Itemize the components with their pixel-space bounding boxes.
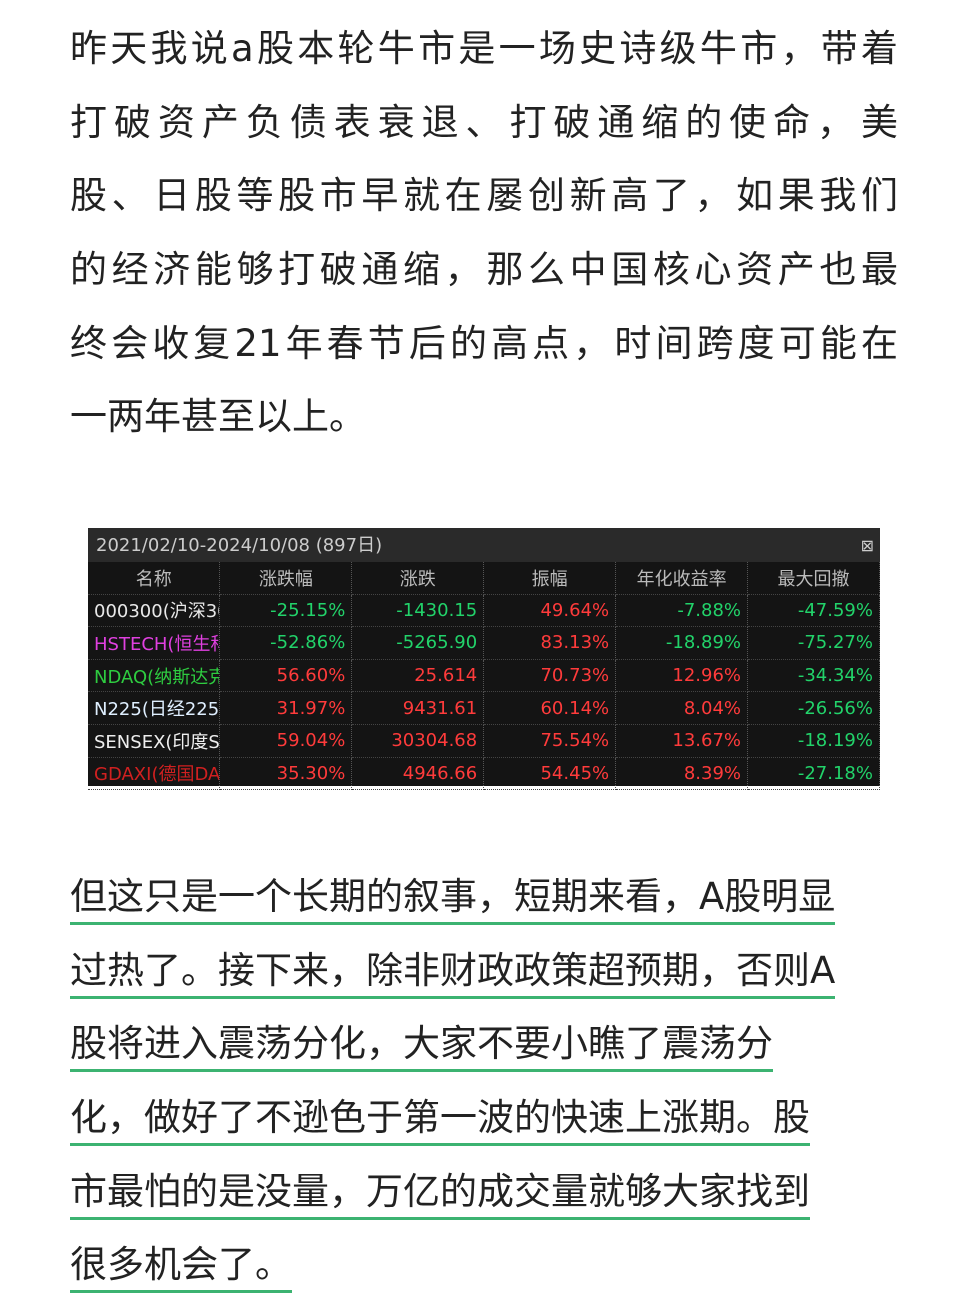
cell: GDAXI(德国DAX) [88, 757, 221, 791]
cell: -27.18% [747, 757, 880, 791]
cell: -18.19% [747, 724, 880, 758]
cell: 35.30% [219, 757, 353, 791]
cell: 54.45% [483, 757, 617, 791]
text: 很多机会了。 [70, 1243, 292, 1294]
cell: 4946.66 [351, 757, 485, 791]
text-line: 打破资产负债表衰退、打破通缩的使命，美 [70, 86, 898, 160]
paragraph: 昨天我说a股本轮牛市是一场史诗级牛市，带着 打破资产负债表衰退、打破通缩的使命，美… [70, 12, 898, 454]
cell: HSTECH(恒生科技) [88, 626, 221, 660]
text: 的经济能够打破通缩，那么中国核心资产也最 [70, 248, 898, 292]
header-cell: 名称 [88, 562, 221, 595]
text-line: 一两年甚至以上。 [70, 380, 898, 454]
cell: SENSEX(印度SENSEX [88, 724, 221, 758]
header-cell: 最大回撤 [747, 562, 880, 595]
cell: -75.27% [747, 626, 880, 660]
header-cell: 振幅 [483, 562, 617, 595]
header-cell: 涨跌幅 [219, 562, 353, 595]
cell: NDAQ(纳斯达克(NAS [88, 659, 221, 693]
cell: 75.54% [483, 724, 617, 758]
text: 市最怕的是没量，万亿的成交量就够大家找到 [70, 1169, 810, 1220]
cell: -34.34% [747, 659, 880, 693]
cell: 13.67% [615, 724, 749, 758]
row: NDAQ(纳斯达克(NAS56.60%25.61470.73%12.96%-34… [88, 659, 880, 693]
row: GDAXI(德国DAX)35.30%4946.6654.45%8.39%-27.… [88, 757, 880, 791]
text: 股、日股等股市早就在屡创新高了，如果我们 [70, 174, 898, 218]
cell: 25.614 [351, 659, 485, 693]
text: 过热了。接下来，除非财政政策超预期，否则A [70, 948, 836, 999]
header-cell: 涨跌 [351, 562, 485, 595]
text-line: 股将进入震荡分化，大家不要小瞧了震荡分 [70, 1007, 898, 1081]
cell: 70.73% [483, 659, 617, 693]
cell: 8.39% [615, 757, 749, 791]
cell: 12.96% [615, 659, 749, 693]
text-line: 的经济能够打破通缩，那么中国核心资产也最 [70, 233, 898, 307]
row: N225(日经225) 31.97% 9431.61 60.14% 8.04% -26.5… [88, 691, 880, 725]
cell: -47.59% [747, 594, 880, 628]
text-line: 化，做好了不逊色于第一波的快速上涨期。股 [70, 1081, 898, 1155]
text: 但这只是一个长期的叙事，短期来看，A股明显 [70, 875, 836, 925]
row: HSTECH(恒生科技)-52.86%-5265.9083.13%-18.89%… [88, 626, 880, 660]
table-title: 2021/02/10-2024/10/08 (897日) ⊠ [88, 528, 880, 562]
text-line: 很多机会了。 [70, 1228, 898, 1302]
cell: 30304.68 [351, 724, 485, 758]
text: 一两年甚至以上。 [70, 395, 366, 439]
header-row: 名称 涨跌幅 涨跌 振幅 年化收益率 最大回撤 [88, 562, 880, 595]
title-text: 2021/02/10-2024/10/08 (897日) [96, 535, 383, 556]
quote-table: 2021/02/10-2024/10/08 (897日) ⊠ 名称 涨跌幅 涨跌 振幅年… [88, 528, 880, 791]
cell: 59.04% [219, 724, 353, 758]
cell: -52.86% [219, 626, 353, 660]
cell: 9431.61 [351, 691, 485, 725]
cell: 8.04% [615, 691, 749, 725]
cell: 60.14% [483, 691, 617, 725]
text-line: 市最怕的是没量，万亿的成交量就够大家找到 [70, 1155, 898, 1229]
cell: 83.13% [483, 626, 617, 660]
cell: N225(日经225) [88, 691, 221, 725]
text-line: 过热了。接下来，除非财政政策超预期，否则A [70, 934, 898, 1008]
header-cell: 年化收益率 [615, 562, 749, 595]
cell: -25.15% [219, 594, 353, 628]
text-line: 股、日股等股市早就在屡创新高了，如果我们 [70, 159, 898, 233]
text-line: 昨天我说a股本轮牛市是一场史诗级牛市，带着 [70, 12, 898, 86]
cell: -26.56% [747, 691, 880, 725]
text: 股将进入震荡分化，大家不要小瞧了震荡分 [70, 1022, 773, 1073]
text: 昨天我说a股本轮牛市是一场史诗级牛市，带着 [70, 27, 898, 70]
cell: -5265.90 [351, 626, 485, 660]
table: 名称涨跌幅涨跌振幅年化收益率最大回撤000300(沪深300)-25.15%-1… [88, 562, 880, 791]
cell: 49.64% [483, 594, 617, 628]
cell: -7.88% [615, 594, 749, 628]
cell: -18.89% [615, 626, 749, 660]
text-line: 终会收复21年春节后的高点，时间跨度可能在 [70, 307, 898, 381]
cell: 56.60% [219, 659, 353, 693]
text: 终会收复21年春节后的高点，时间跨度可能在 [70, 321, 898, 365]
text: 打破资产负债表衰退、打破通缩的使命，美 [70, 100, 898, 144]
cell: 000300(沪深300) [88, 594, 221, 628]
text-line: 但这只是一个长期的叙事，短期来看，A股明显 [70, 860, 898, 934]
cell: 31.97% [219, 691, 353, 725]
cell: -1430.15 [351, 594, 485, 628]
paragraph: 但这只是一个长期的叙事，短期来看，A股明显 过热了。接下来，除非财政政策超预期，否… [70, 860, 898, 1302]
text: 化，做好了不逊色于第一波的快速上涨期。股 [70, 1096, 810, 1147]
row: 000300(沪深300)-25.15%-1430.1549.64%-7.88%… [88, 594, 880, 628]
row: SENSEX(印度SENSEX59.04%30304.6875.54%13.67… [88, 724, 880, 758]
close-icon[interactable]: ⊠ [860, 536, 874, 555]
